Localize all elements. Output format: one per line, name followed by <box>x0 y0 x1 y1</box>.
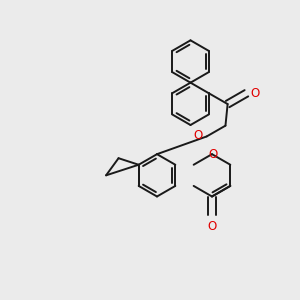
Text: O: O <box>207 220 217 233</box>
Text: O: O <box>209 148 218 161</box>
Text: O: O <box>250 87 260 100</box>
Text: O: O <box>194 129 203 142</box>
